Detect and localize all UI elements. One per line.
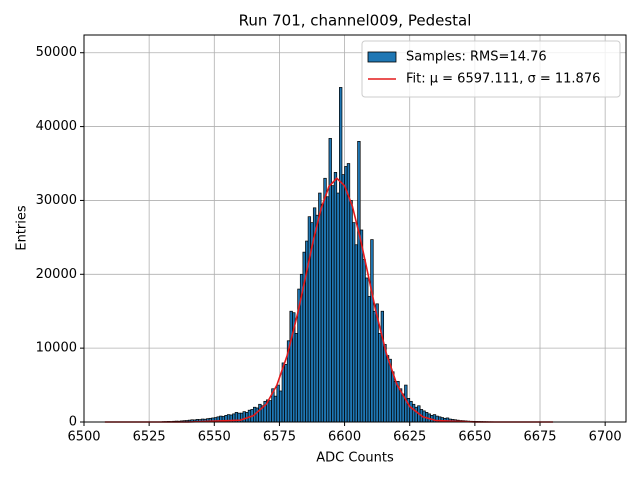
bar: [362, 259, 366, 423]
plot-frame: [83, 34, 627, 423]
y-tick-label: 20000: [36, 267, 77, 282]
x-tick-label: 6550: [198, 430, 231, 445]
bar: [339, 87, 343, 423]
chart-title: Run 701, channel009, Pedestal: [239, 12, 472, 30]
bar: [273, 395, 278, 423]
bar: [281, 362, 285, 423]
x-tick-label: 6600: [328, 430, 361, 445]
bar: [323, 177, 327, 423]
bar: [276, 384, 280, 423]
legend-label: Samples: RMS=14.76: [406, 50, 547, 65]
bar: [385, 355, 390, 423]
bar: [331, 185, 335, 423]
bar: [409, 400, 413, 423]
x-tick-label: 6525: [133, 430, 166, 445]
y-tick-label: 0: [69, 415, 77, 430]
bar: [333, 172, 338, 423]
bar: [404, 384, 408, 423]
bar: [414, 406, 418, 423]
bar: [378, 333, 382, 423]
x-tick-label: 6675: [523, 430, 556, 445]
y-tick-label: 40000: [36, 119, 77, 134]
bar: [393, 381, 398, 423]
bar: [318, 192, 322, 423]
x-tick-label: 6575: [263, 430, 296, 445]
legend-swatch: [367, 51, 397, 63]
bar: [289, 310, 293, 423]
y-axis-label: Entries: [15, 205, 30, 251]
x-tick-label: 6500: [67, 430, 100, 445]
bar: [349, 200, 353, 423]
y-tick-label: 50000: [36, 45, 77, 60]
bar: [320, 203, 325, 423]
x-tick-label: 6625: [393, 430, 426, 445]
legend-label: Fit: μ = 6597.111, σ = 11.876: [406, 72, 600, 87]
bar: [370, 239, 374, 423]
bar: [307, 216, 312, 423]
bar: [359, 229, 364, 423]
bar: [258, 403, 262, 423]
bar: [352, 222, 356, 423]
bar: [365, 277, 369, 423]
bar: [344, 166, 348, 423]
bar: [268, 400, 272, 423]
bar: [279, 390, 283, 423]
bar: [380, 310, 385, 423]
bar: [354, 244, 358, 423]
bar: [367, 296, 371, 423]
x-tick-label: 6650: [458, 430, 491, 445]
y-tick-label: 10000: [36, 341, 77, 356]
bar: [294, 333, 299, 423]
bar: [328, 138, 332, 423]
bar: [357, 141, 361, 423]
legend-box: [361, 40, 621, 98]
bar: [315, 214, 319, 423]
bar: [336, 192, 340, 423]
bar: [391, 371, 395, 423]
bar: [325, 196, 330, 423]
bar: [411, 403, 416, 423]
bar: [372, 310, 377, 423]
bar: [346, 163, 351, 423]
bar: [242, 411, 246, 423]
y-tick-label: 30000: [36, 193, 77, 208]
bar: [383, 344, 387, 423]
x-axis-label: ADC Counts: [316, 451, 394, 466]
fit-line: [104, 177, 554, 423]
bar: [341, 174, 345, 423]
bar: [255, 407, 259, 423]
x-tick-label: 6700: [589, 430, 622, 445]
bar: [284, 364, 288, 423]
